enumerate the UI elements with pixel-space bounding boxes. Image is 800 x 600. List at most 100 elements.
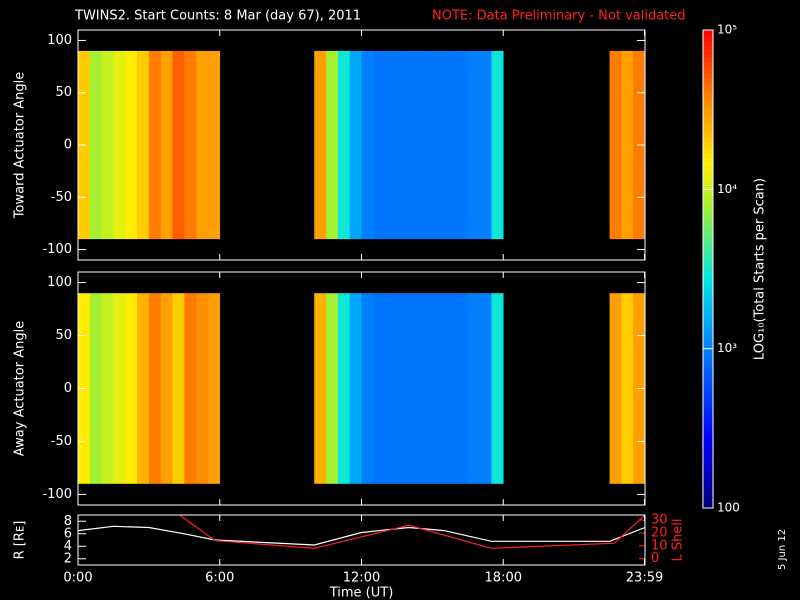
colorbar-swatch — [703, 153, 713, 158]
heatmap-cell — [196, 50, 209, 240]
colorbar-swatch — [703, 300, 713, 306]
colorbar-swatch — [703, 432, 713, 437]
colorbar-swatch — [703, 472, 713, 477]
colorbar-swatch — [703, 85, 713, 91]
plot-area — [78, 293, 645, 484]
colorbar-swatch — [703, 245, 713, 250]
heatmap-cell — [609, 293, 622, 484]
colorbar-swatch — [703, 356, 713, 362]
heatmap-cell — [207, 293, 221, 484]
colorbar-swatch — [703, 388, 713, 393]
colorbar-tick-label: 10⁴ — [717, 182, 737, 196]
heatmap-cell — [207, 50, 221, 240]
heatmap-cell — [172, 293, 185, 484]
heatmap-cell — [137, 293, 150, 484]
colorbar-swatch — [703, 332, 713, 338]
colorbar-swatch — [703, 428, 713, 433]
heatmap-cell — [396, 50, 410, 240]
colorbar-swatch — [703, 392, 713, 397]
y-tick-label: 0 — [64, 138, 72, 153]
y-tick-label: 8 — [64, 514, 72, 529]
heatmap-cell — [420, 50, 433, 240]
colorbar-swatch — [703, 181, 713, 186]
colorbar-swatch — [703, 460, 713, 465]
y-tick-label: 100 — [47, 275, 72, 290]
colorbar-swatch — [703, 41, 713, 47]
colorbar-swatch — [703, 197, 713, 202]
colorbar-swatch — [703, 488, 713, 493]
heatmap-cell — [89, 293, 102, 484]
heatmap-cell — [467, 50, 480, 240]
colorbar-swatch — [703, 396, 713, 401]
colorbar-swatch — [703, 161, 713, 166]
heatmap-cell — [337, 293, 350, 484]
colorbar-swatch — [703, 464, 713, 469]
y-axis-label: Toward Actuator Angle — [13, 72, 28, 219]
colorbar-swatch — [703, 229, 713, 234]
colorbar-swatch — [703, 165, 713, 170]
heatmap-cell — [326, 293, 339, 484]
heatmap-cell — [621, 50, 634, 240]
colorbar-label: LOG₁₀(Total Starts per Scan) — [753, 178, 768, 360]
colorbar-swatch — [703, 368, 713, 374]
heatmap-cell — [148, 293, 161, 484]
plot-area — [78, 515, 645, 549]
heatmap-cell — [420, 293, 433, 484]
colorbar-swatch — [703, 61, 713, 67]
colorbar-swatch — [703, 33, 713, 39]
colorbar-swatch — [703, 340, 713, 346]
colorbar-swatch — [703, 105, 713, 111]
colorbar-swatch — [703, 209, 713, 214]
heatmap-cell — [491, 293, 504, 484]
colorbar-swatch — [703, 137, 713, 143]
heatmap-cell — [491, 50, 504, 240]
colorbar-swatch — [703, 65, 713, 71]
colorbar-swatch — [703, 241, 713, 246]
heatmap-cell — [396, 293, 410, 484]
colorbar-swatch — [703, 93, 713, 99]
colorbar-swatch — [703, 81, 713, 87]
colorbar-swatch — [703, 456, 713, 461]
y2-tick-label: 10 — [651, 538, 668, 553]
heatmap-cell — [373, 50, 386, 240]
y-tick-label: 2 — [64, 551, 72, 566]
heatmap-cell — [408, 293, 421, 484]
colorbar-swatch — [703, 504, 713, 509]
plot-area — [78, 50, 645, 240]
colorbar-swatch — [703, 201, 713, 206]
heatmap-cell — [160, 50, 173, 240]
colorbar-swatch — [703, 45, 713, 51]
colorbar-swatch — [703, 213, 713, 218]
colorbar-tick-label: 10³ — [717, 341, 737, 355]
heatmap-cell — [456, 50, 469, 240]
colorbar-swatch — [703, 500, 713, 505]
heatmap-cell — [432, 50, 445, 240]
y-tick-label: -100 — [42, 487, 72, 502]
colorbar-swatch — [703, 412, 713, 417]
colorbar-swatch — [703, 221, 713, 226]
colorbar-swatch — [703, 276, 713, 282]
y-axis-label: R [Rᴇ] — [13, 521, 28, 560]
colorbar-swatch — [703, 324, 713, 330]
y-tick-label: 50 — [55, 328, 72, 343]
heatmap-cell — [408, 50, 421, 240]
heatmap-cell — [361, 50, 374, 240]
colorbar-swatch — [703, 352, 713, 358]
colorbar-swatch — [703, 312, 713, 318]
heatmap-cell — [456, 293, 469, 484]
heatmap-cell — [621, 293, 634, 484]
colorbar-swatch — [703, 265, 713, 270]
heatmap-cell — [314, 50, 327, 240]
colorbar-swatch — [703, 400, 713, 405]
heatmap-cell — [184, 293, 197, 484]
colorbar-swatch — [703, 30, 713, 35]
y-tick-label: 50 — [55, 85, 72, 100]
y2-tick-label: 30 — [651, 513, 668, 528]
y-tick-label: 0 — [64, 381, 72, 396]
colorbar-swatch — [703, 320, 713, 326]
colorbar-swatch — [703, 484, 713, 489]
heatmap-cell — [101, 50, 114, 240]
colorbar-swatch — [703, 69, 713, 75]
y-axis-label: Away Actuator Angle — [13, 321, 28, 456]
